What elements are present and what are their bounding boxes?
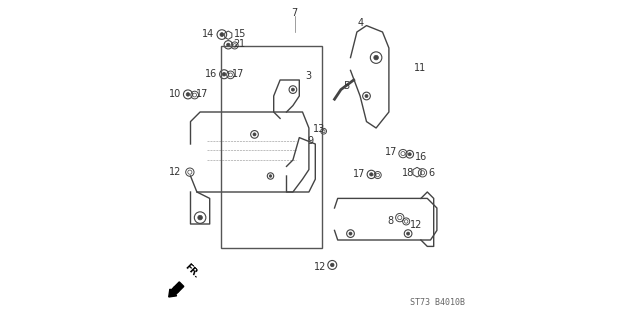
Circle shape [222, 72, 226, 76]
Text: ST73 B4010B: ST73 B4010B [410, 298, 465, 307]
Circle shape [220, 33, 224, 36]
Text: 14: 14 [203, 29, 215, 39]
Text: 7: 7 [291, 8, 297, 19]
Text: 17: 17 [196, 89, 208, 99]
Circle shape [227, 43, 230, 46]
Bar [221, 46, 322, 248]
Circle shape [186, 92, 190, 96]
Circle shape [406, 232, 410, 235]
Circle shape [349, 232, 352, 235]
Text: 17: 17 [232, 68, 245, 79]
Circle shape [331, 263, 334, 267]
Circle shape [198, 215, 203, 220]
Text: 4: 4 [357, 18, 364, 28]
Text: 17: 17 [385, 147, 397, 157]
Text: FR.: FR. [183, 262, 201, 280]
Text: 13: 13 [313, 124, 325, 134]
Text: 16: 16 [415, 152, 427, 162]
Circle shape [374, 55, 378, 60]
Text: 8: 8 [387, 216, 394, 226]
Circle shape [253, 133, 256, 136]
Text: 9: 9 [307, 136, 313, 147]
FancyArrow shape [169, 282, 184, 297]
Circle shape [408, 153, 412, 156]
Text: 3: 3 [305, 71, 311, 81]
Text: 2: 2 [234, 39, 240, 49]
Text: 16: 16 [206, 68, 218, 79]
Text: 1: 1 [239, 39, 245, 49]
Circle shape [365, 94, 368, 98]
Text: 18: 18 [402, 168, 415, 179]
Text: 12: 12 [314, 262, 326, 272]
Text: 17: 17 [352, 169, 365, 179]
Circle shape [369, 173, 373, 176]
Circle shape [269, 175, 272, 177]
Circle shape [291, 88, 294, 91]
Text: 10: 10 [169, 89, 182, 99]
Text: 15: 15 [234, 29, 246, 39]
Text: 11: 11 [414, 63, 426, 73]
Text: 12: 12 [410, 220, 422, 230]
Text: 12: 12 [169, 167, 181, 177]
Text: 6: 6 [428, 168, 434, 179]
Text: 5: 5 [343, 81, 350, 91]
